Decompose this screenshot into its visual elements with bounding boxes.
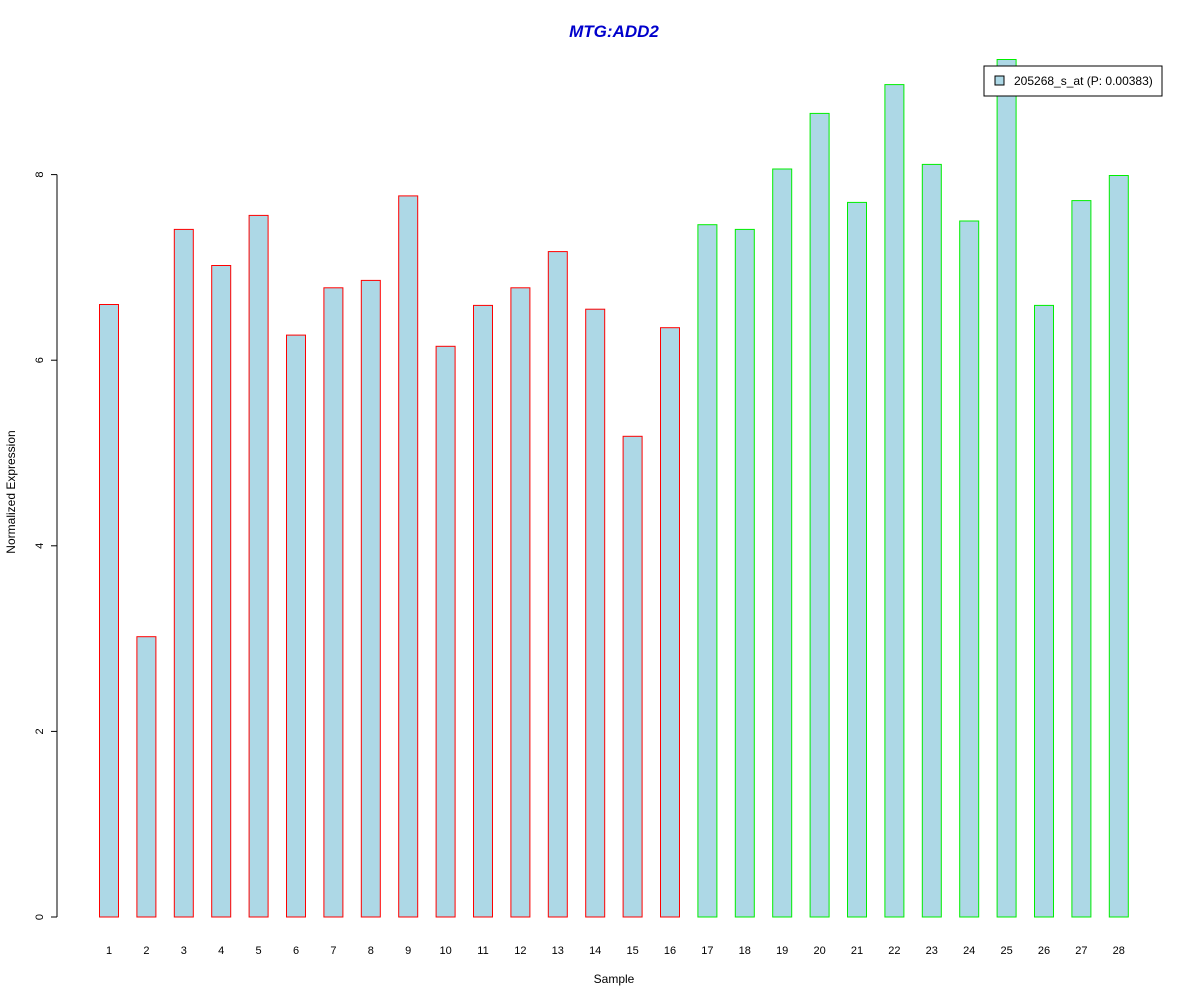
x-tick-label: 22 <box>888 945 900 957</box>
x-axis-label: Sample <box>594 972 635 986</box>
legend: 205268_s_at (P: 0.00383) <box>983 65 1163 97</box>
x-tick-label: 17 <box>701 945 713 957</box>
x-tick-label: 4 <box>218 945 224 957</box>
bar-sample-28 <box>1108 175 1129 918</box>
y-tick-label: 4 <box>34 543 46 549</box>
x-tick-label: 10 <box>439 945 451 957</box>
x-tick-label: 12 <box>514 945 526 957</box>
bar-sample-25 <box>996 59 1017 918</box>
x-tick-label: 7 <box>330 945 336 957</box>
y-tick-label: 6 <box>34 357 46 363</box>
bar-sample-3 <box>173 228 194 918</box>
bars <box>99 59 1129 918</box>
x-tick-label: 1 <box>106 945 112 957</box>
x-tick-label: 3 <box>181 945 187 957</box>
x-tick-label: 15 <box>626 945 638 957</box>
bar-sample-18 <box>734 228 755 918</box>
bar-sample-20 <box>809 112 830 918</box>
x-tick-label: 24 <box>963 945 975 957</box>
bar-sample-21 <box>847 201 867 918</box>
bar-sample-15 <box>622 435 643 918</box>
x-tick-label: 25 <box>1000 945 1012 957</box>
bar-sample-2 <box>136 636 157 918</box>
bar-sample-4 <box>211 265 232 918</box>
y-tick-label: 2 <box>34 728 46 734</box>
bar-sample-16 <box>660 327 680 918</box>
x-tick-label: 21 <box>851 945 863 957</box>
x-tick-label: 19 <box>776 945 788 957</box>
legend-swatch <box>994 75 1005 86</box>
bar-sample-17 <box>697 224 718 918</box>
legend-label: 205268_s_at (P: 0.00383) <box>1014 74 1153 88</box>
x-tick-label: 27 <box>1075 945 1087 957</box>
x-tick-label: 2 <box>143 945 149 957</box>
bar-sample-22 <box>884 84 905 918</box>
x-tick-label: 13 <box>552 945 564 957</box>
bar-sample-7 <box>323 287 344 918</box>
x-tick-label: 9 <box>405 945 411 957</box>
bar-sample-23 <box>921 163 942 918</box>
x-tick-label: 8 <box>368 945 374 957</box>
chart-title: MTG:ADD2 <box>569 22 659 41</box>
bar-sample-8 <box>360 279 381 918</box>
bar-sample-26 <box>1034 304 1054 918</box>
y-tick-label: 8 <box>34 172 46 178</box>
x-tick-label: 6 <box>293 945 299 957</box>
y-axis: 0 2 4 6 8 <box>34 172 58 920</box>
x-tick-label: 16 <box>664 945 676 957</box>
x-tick-label: 23 <box>926 945 938 957</box>
bar-sample-11 <box>473 304 493 918</box>
bar-sample-12 <box>510 287 531 918</box>
bar-sample-19 <box>772 168 793 918</box>
bar-sample-24 <box>959 220 980 918</box>
bar-sample-1 <box>99 304 119 918</box>
x-tick-label: 26 <box>1038 945 1050 957</box>
x-tick-label: 14 <box>589 945 601 957</box>
x-tick-label: 28 <box>1113 945 1125 957</box>
x-tick-label: 11 <box>477 945 488 957</box>
bar-sample-10 <box>435 345 456 918</box>
bar-sample-13 <box>547 251 568 918</box>
x-tick-label: 5 <box>256 945 262 957</box>
x-tick-label: 20 <box>813 945 825 957</box>
bar-sample-5 <box>248 214 269 918</box>
bar-sample-27 <box>1071 200 1092 918</box>
bar-sample-6 <box>286 334 306 918</box>
x-axis-tick-labels: 1 2 3 4 5 6 7 8 9 10 11 12 13 14 15 16 17 18 19 20 21 22 23 24 2… <box>106 945 1125 957</box>
y-axis-label: Normalized Expression <box>4 430 18 553</box>
legend-box <box>983 65 1163 97</box>
bar-sample-14 <box>585 308 606 918</box>
y-tick-label: 0 <box>34 914 46 920</box>
bar-sample-9 <box>398 195 419 918</box>
x-tick-label: 18 <box>739 945 751 957</box>
